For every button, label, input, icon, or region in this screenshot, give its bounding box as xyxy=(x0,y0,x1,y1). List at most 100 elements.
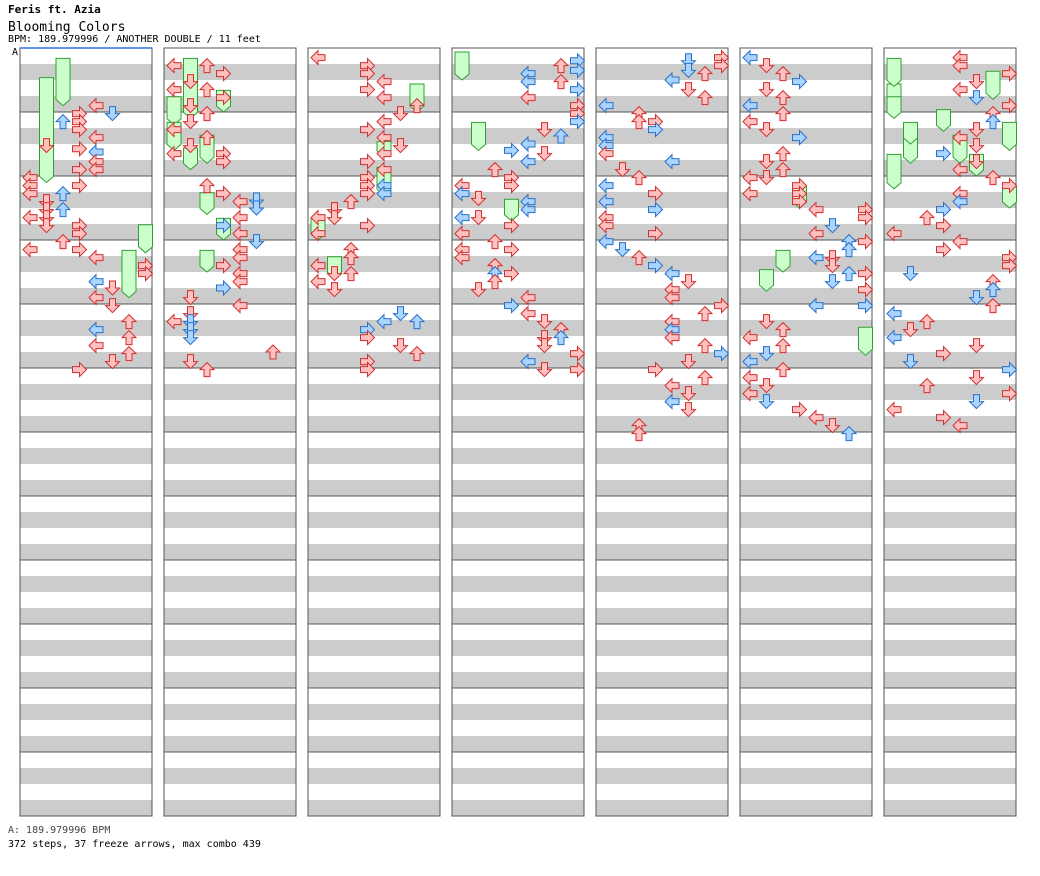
freeze-arrow xyxy=(504,198,519,222)
stripe-row xyxy=(596,288,728,304)
arrow-left-icon xyxy=(886,225,902,242)
stripe-row xyxy=(740,672,872,688)
stripe-row xyxy=(308,672,440,688)
arrow-right-icon xyxy=(216,65,232,82)
arrow-left-icon xyxy=(454,209,470,226)
stripe-row xyxy=(596,256,728,272)
arrow-right-icon xyxy=(792,129,808,146)
arrow-right-icon xyxy=(936,145,952,162)
stripe-row xyxy=(596,416,728,432)
arrow-right-icon xyxy=(1002,257,1018,274)
arrow-left-icon xyxy=(886,329,902,346)
arrow-left-icon xyxy=(376,313,392,330)
stripe-row xyxy=(596,480,728,496)
arrow-left-icon xyxy=(742,113,758,130)
freeze-arrow xyxy=(886,96,902,120)
arrow-down-icon xyxy=(680,386,697,402)
stripe-row xyxy=(164,480,296,496)
freeze-arrow xyxy=(138,224,153,254)
stripe-row xyxy=(596,544,728,560)
arrow-left-icon xyxy=(232,193,248,210)
arrow-right-icon xyxy=(72,241,88,258)
stripe-row xyxy=(884,384,1016,400)
arrow-right-icon xyxy=(570,345,586,362)
arrow-right-icon xyxy=(1002,177,1018,194)
arrow-left-icon xyxy=(376,161,392,178)
arrow-right-icon xyxy=(648,201,664,218)
freeze-arrow xyxy=(903,121,918,145)
arrow-up-icon xyxy=(774,105,792,122)
chart-info: BPM: 189.979996 / ANOTHER DOUBLE / 11 fe… xyxy=(8,34,261,45)
arrow-left-icon xyxy=(166,81,182,98)
freeze-arrow xyxy=(454,51,470,81)
arrow-right-icon xyxy=(936,241,952,258)
arrow-up-icon xyxy=(198,177,216,194)
arrow-down-icon xyxy=(326,210,343,226)
arrow-right-icon xyxy=(360,153,376,170)
column-border xyxy=(883,47,1017,817)
stripe-row xyxy=(452,768,584,784)
arrow-up-icon xyxy=(630,169,648,186)
stripe-row xyxy=(452,416,584,432)
arrow-left-icon xyxy=(454,185,470,202)
arrow-down-icon xyxy=(758,122,775,138)
stripe-row xyxy=(596,608,728,624)
stripe-row xyxy=(164,736,296,752)
arrow-left-icon xyxy=(742,353,758,370)
arrow-down-icon xyxy=(392,138,409,154)
arrow-right-icon xyxy=(858,209,874,226)
arrow-up-icon xyxy=(54,185,72,202)
stripe-row xyxy=(164,256,296,272)
arrow-right-icon xyxy=(360,65,376,82)
stripe-row xyxy=(740,256,872,272)
stripe-row xyxy=(740,128,872,144)
arrow-right-icon xyxy=(72,225,88,242)
stripe-row xyxy=(452,800,584,816)
arrow-up-icon xyxy=(486,161,504,178)
arrow-right-icon xyxy=(858,297,874,314)
stripe-row xyxy=(596,672,728,688)
stripe-row xyxy=(884,448,1016,464)
arrow-left-icon xyxy=(376,89,392,106)
stripe-row xyxy=(884,768,1016,784)
arrow-right-icon xyxy=(360,217,376,234)
arrow-right-icon xyxy=(504,217,520,234)
arrow-left-icon xyxy=(598,145,614,162)
stripe-row xyxy=(164,608,296,624)
stripe-row xyxy=(452,672,584,688)
arrow-left-icon xyxy=(310,49,326,66)
arrow-left-icon xyxy=(454,249,470,266)
stripe-row xyxy=(164,800,296,816)
arrow-left-icon xyxy=(742,49,758,66)
stripe-row xyxy=(164,320,296,336)
stripe-row xyxy=(164,704,296,720)
stripe-row xyxy=(308,640,440,656)
arrow-down-icon xyxy=(614,162,631,178)
arrow-down-icon xyxy=(104,354,121,370)
arrow-left-icon xyxy=(664,329,680,346)
arrow-right-icon xyxy=(360,121,376,138)
arrow-up-icon xyxy=(840,241,858,258)
arrow-down-icon xyxy=(680,274,697,290)
arrow-down-icon xyxy=(968,394,985,410)
arrow-up-icon xyxy=(696,89,714,106)
stripe-row xyxy=(884,352,1016,368)
arrow-up-icon xyxy=(984,169,1002,186)
arrow-left-icon xyxy=(376,73,392,90)
arrow-up-icon xyxy=(630,113,648,130)
arrow-down-icon xyxy=(614,242,631,258)
stripe-row xyxy=(740,288,872,304)
arrow-left-icon xyxy=(520,305,536,322)
arrow-left-icon xyxy=(952,57,968,74)
arrow-down-icon xyxy=(470,282,487,298)
stripe-row xyxy=(452,704,584,720)
column-border xyxy=(163,47,297,817)
arrow-down-icon xyxy=(968,122,985,138)
stripe-row xyxy=(20,448,152,464)
stripe-row xyxy=(740,640,872,656)
stripe-row xyxy=(164,672,296,688)
stripe-row xyxy=(884,480,1016,496)
arrow-up-icon xyxy=(774,65,792,82)
arrow-down-icon xyxy=(902,266,919,282)
